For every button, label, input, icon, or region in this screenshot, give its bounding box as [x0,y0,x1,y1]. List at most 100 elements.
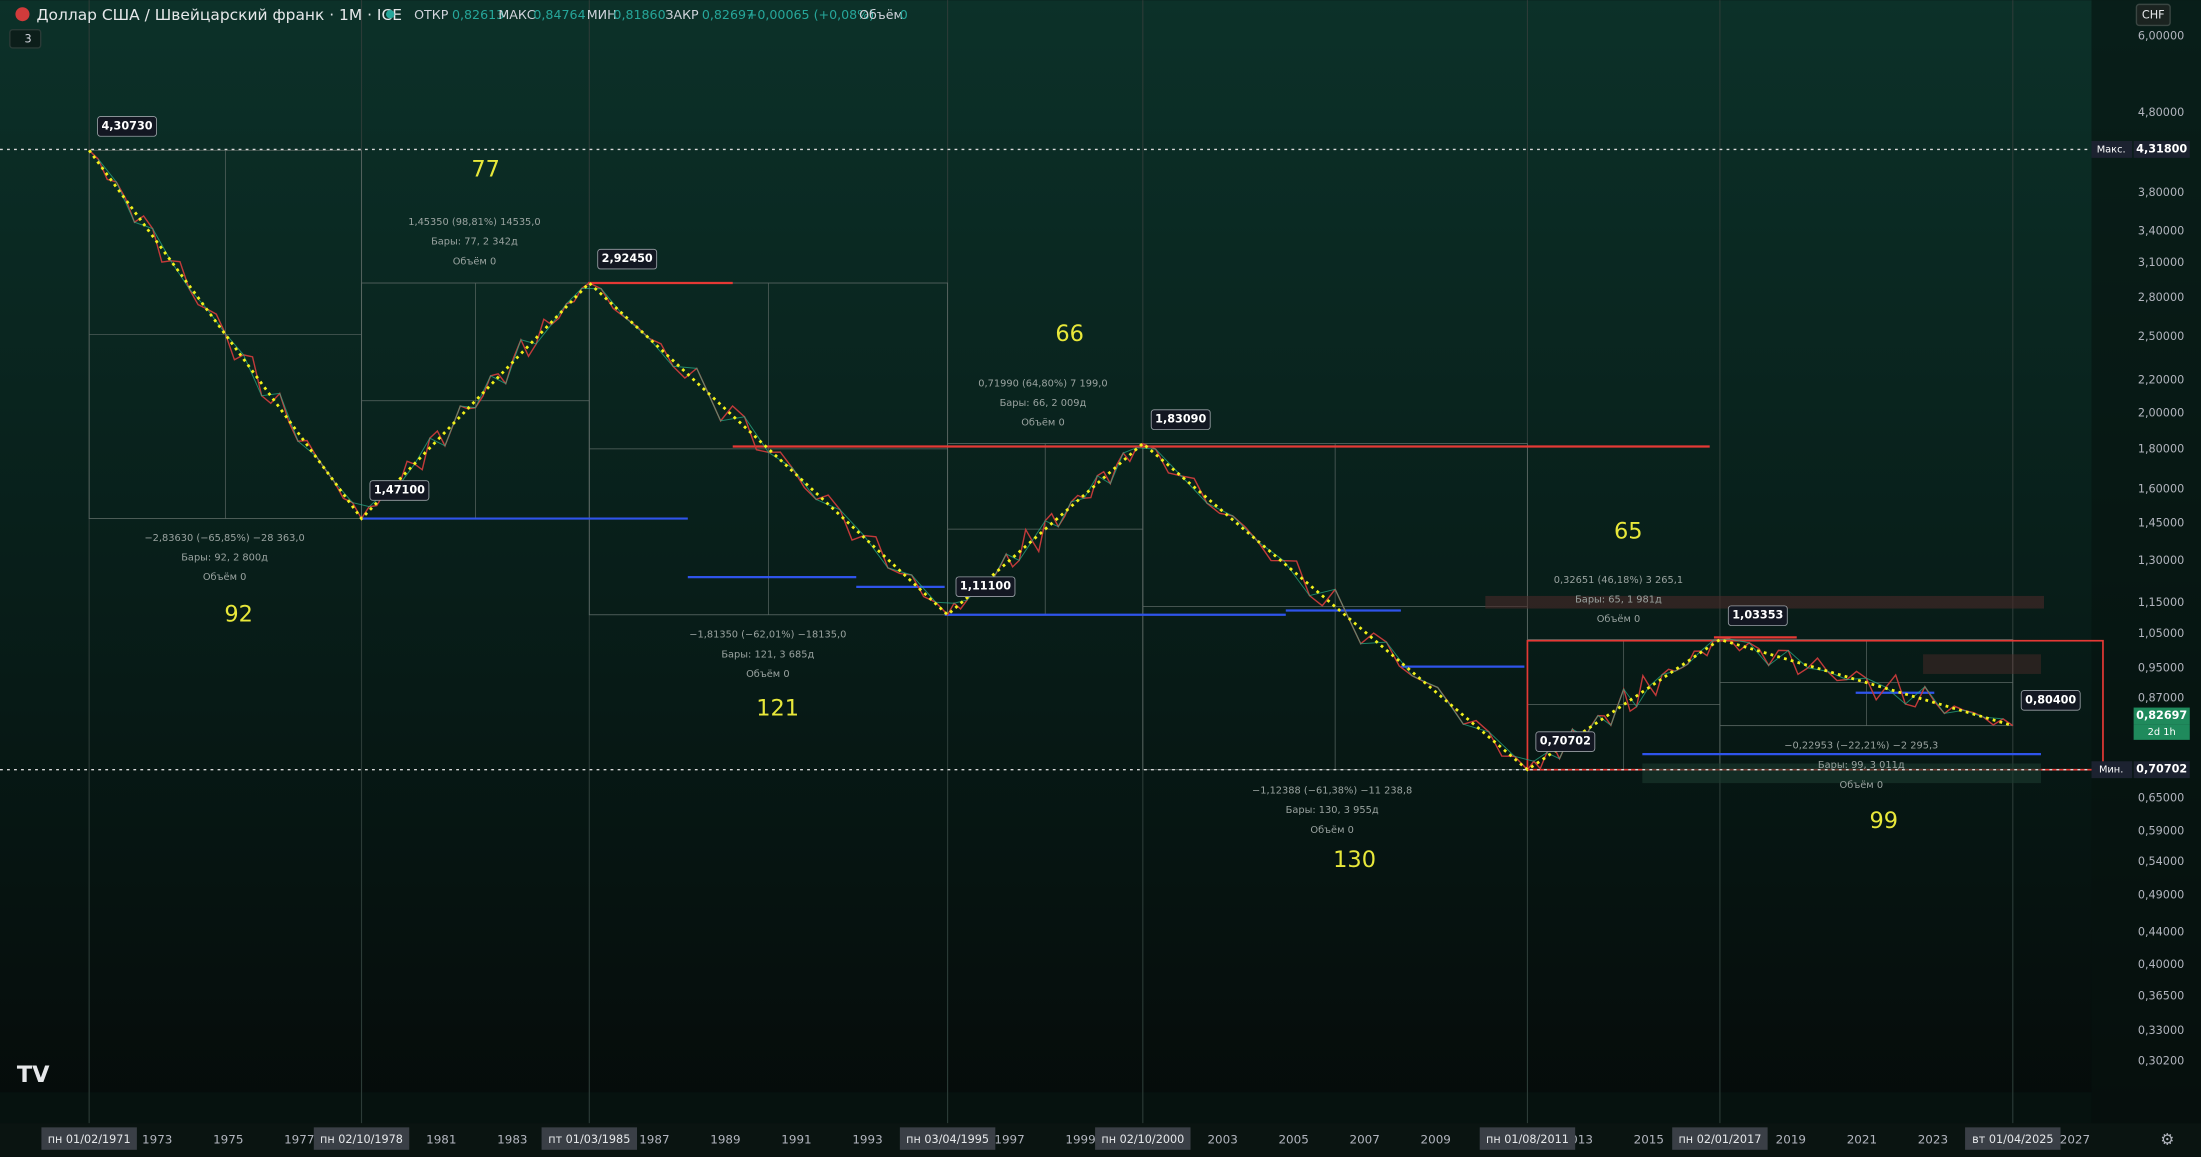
measure-volume: Объём 0 [1021,418,1065,429]
time-highlight-label: пн 03/04/1995 [906,1133,989,1146]
price-tick-label: 3,80000 [2138,186,2184,199]
measure-volume: Объём 0 [1597,614,1641,625]
open-label: ОТКР [414,7,449,22]
currency-label[interactable]: CHF [2142,9,2165,22]
status-dot [386,10,395,19]
time-tick-label: 2027 [2060,1132,2090,1146]
measure-bars: Бары: 66, 2 009д [1000,398,1087,409]
pivot-label: 0,70702 [1540,735,1591,748]
price-badge-sub-text: 2d 1h [2148,727,2176,738]
pivot-label: 2,92450 [602,252,653,265]
measure-volume: Объём 0 [1840,780,1884,791]
indicators-toggle[interactable] [9,28,42,49]
measure-bars: Бары: 130, 3 955д [1286,805,1379,816]
time-highlight-label: пн 02/01/2017 [1678,1133,1761,1146]
time-highlight [41,1127,137,1150]
wave-count: 99 [1869,808,1898,834]
price-axis-bar [2091,0,2201,1124]
price-badge-tag [2091,761,2133,779]
price-badge-label: 4,31800 [2136,142,2187,155]
price-tick-label: 3,40000 [2138,224,2184,237]
measure-volume: Объём 0 [203,572,247,583]
close-label: ЗАКР [665,7,699,22]
price-badge-label: 0,70702 [2136,763,2187,776]
price-tick-label: 0,54000 [2138,855,2184,868]
pivot-label: 1,11100 [960,580,1011,593]
price-tick-label: 0,65000 [2138,792,2184,805]
price-badge-label: 0,82697 [2136,709,2187,722]
wave-count: 65 [1614,519,1643,545]
wave-count: 66 [1055,321,1084,347]
price-tick-label: 2,20000 [2138,374,2184,387]
time-tick-label: 1993 [852,1132,882,1146]
measure-change: −0,22953 (−22,21%) −2 295,3 [1784,741,1938,752]
price-badge [2133,707,2190,725]
time-highlight-label: пт 01/03/1985 [548,1133,630,1146]
price-tick-label: 2,50000 [2138,330,2184,343]
price-tick-label: 0,33000 [2138,1024,2184,1037]
logo: TV [17,1062,50,1088]
volume-value: 0 [900,7,908,22]
time-highlight-label: вт 01/04/2025 [1972,1133,2053,1146]
price-tick-label: 6,00000 [2138,30,2184,43]
price-tick-label: 0,44000 [2138,925,2184,938]
price-tick-label: 2,80000 [2138,291,2184,304]
price-badge-tag [2091,141,2133,158]
time-tick-label: 1977 [284,1132,314,1146]
price-tick-label: 1,60000 [2138,483,2184,496]
time-tick-label: 2007 [1350,1132,1380,1146]
price-badge-sub [2133,724,2190,740]
time-highlight [1095,1127,1191,1150]
time-highlight-label: пн 01/08/2011 [1486,1133,1569,1146]
measure-bars: Бары: 77, 2 342д [431,237,518,248]
price-tick-label: 0,40000 [2138,958,2184,971]
price-tick-label: 2,00000 [2138,406,2184,419]
pivot-label: 1,83090 [1155,413,1206,426]
time-highlight [1672,1127,1768,1150]
volume-label: Объём [859,7,903,22]
measure-change: −2,83630 (−65,85%) −28 363,0 [144,533,304,544]
time-tick-label: 1997 [994,1132,1024,1146]
time-tick-label: 1983 [497,1132,527,1146]
pivot-label-box [597,248,658,270]
measure-change: 0,32651 (46,18%) 3 265,1 [1554,575,1683,586]
measure-change: −1,12388 (−61,38%) −11 238,8 [1252,785,1412,796]
time-tick-label: 2005 [1278,1132,1308,1146]
price-tick-label: 1,15000 [2138,596,2184,609]
currency-button[interactable] [2135,3,2171,27]
drawing-layer: 4,30730 1,47100 2,92450 1,11100 1,83090 0,707… [0,0,2104,1124]
price-tick-label: 3,10000 [2138,256,2184,269]
wave-count: 77 [471,157,500,183]
price-badge-tag-text: Макс. [2097,144,2126,155]
time-tick-label: 1973 [142,1132,172,1146]
price-badge-tag-text: Мин. [2099,765,2123,776]
price-tick-label: 1,45000 [2138,516,2184,529]
time-highlight [899,1127,996,1150]
indicators-count[interactable]: 3 [25,32,32,45]
pivot-label: 1,03353 [1732,609,1783,622]
measure-bars: Бары: 121, 3 685д [721,649,814,660]
measure-bars: Бары: 65, 1 981д [1575,595,1662,606]
time-tick-label: 1987 [639,1132,669,1146]
wave-count: 130 [1333,847,1376,873]
time-highlight-label: пн 01/02/1971 [48,1133,131,1146]
time-tick-label: 2023 [1918,1132,1948,1146]
measure-volume: Объём 0 [746,669,790,680]
change-value: +0,00065 (+0,08%) [747,7,874,22]
measure-change: 1,45350 (98,81%) 14535,0 [408,217,540,228]
zone [1642,763,2041,784]
time-highlight [1965,1127,2061,1150]
price-tick-label: 0,36500 [2138,989,2184,1002]
settings-icon[interactable]: ⚙ [2160,1130,2174,1148]
time-tick-label: 2021 [1847,1132,1877,1146]
time-tick-label: 2019 [1776,1132,1806,1146]
price-badge [2133,761,2190,779]
time-tick-label: 1981 [426,1132,456,1146]
measure-bars: Бары: 99, 3 011д [1818,760,1905,771]
pivot-label: 4,30730 [101,119,152,132]
pivot-label: 0,80400 [2025,693,2076,706]
pivot-label-box [1535,731,1596,752]
pivot-label-box [1727,605,1788,626]
time-tick-label: 1991 [781,1132,811,1146]
